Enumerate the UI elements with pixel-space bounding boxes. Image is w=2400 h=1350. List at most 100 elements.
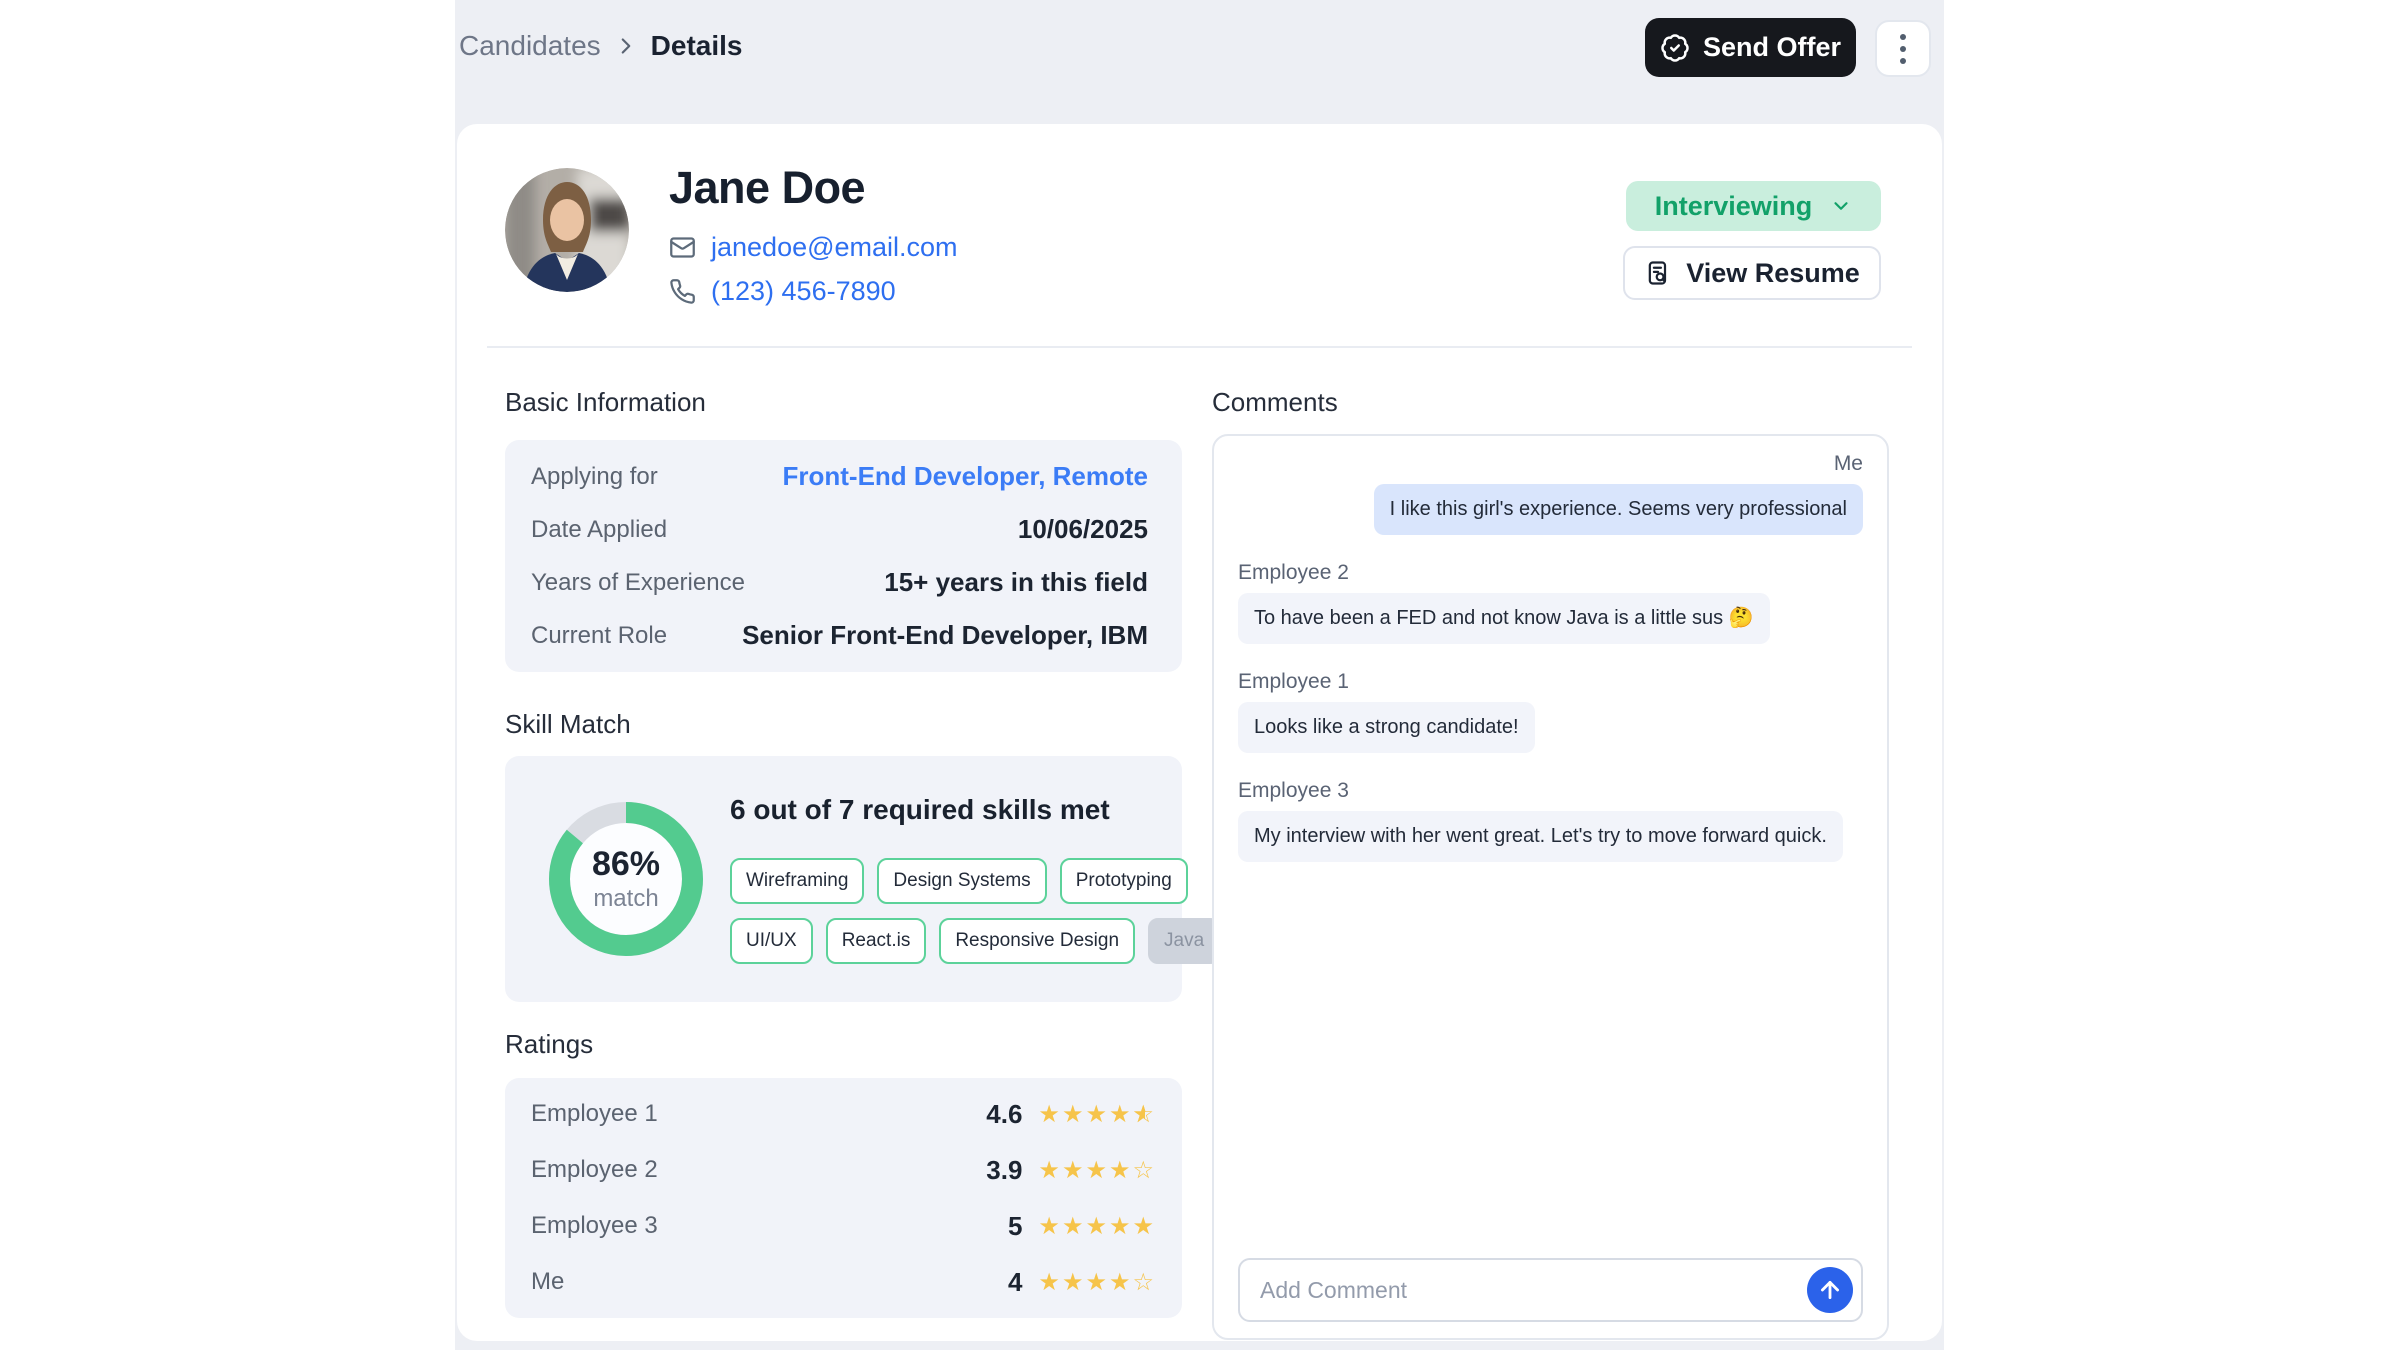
- rating-row: Employee 1 4.6 ★★★★☆ ★: [505, 1099, 1182, 1130]
- star-full-icon: ★: [1061, 1268, 1086, 1296]
- info-value: 10/06/2025: [1017, 514, 1148, 544]
- comment-bubble: To have been a FED and not know Java is …: [1238, 593, 1770, 644]
- rating-label: Employee 2: [531, 1156, 658, 1183]
- info-row: Years of Experience 15+ years in this fie…: [505, 567, 1182, 598]
- basic-info-heading: Basic Information: [505, 387, 706, 417]
- star-half-icon: ☆ ★: [1132, 1100, 1156, 1128]
- star-full-icon: ★: [1085, 1156, 1109, 1184]
- star-rating: ★★★★☆ ★: [1038, 1102, 1156, 1126]
- rating-row: Employee 2 3.9 ★★★★☆: [505, 1155, 1182, 1186]
- status-label: Interviewing: [1654, 190, 1813, 221]
- send-comment-button[interactable]: [1807, 1267, 1853, 1313]
- rating-value: 5: [1007, 1210, 1023, 1241]
- star-rating: ★★★★☆: [1038, 1158, 1156, 1182]
- mail-icon: [669, 234, 696, 261]
- view-resume-label: View Resume: [1686, 257, 1860, 288]
- comment-bubble: I like this girl's experience. Seems ver…: [1373, 484, 1863, 535]
- skill-chip: UI/UX: [730, 918, 813, 964]
- ratings-card: Employee 1 4.6 ★★★★☆ ★ Employee 2 3.9 ★★★★☆ Emp…: [505, 1078, 1182, 1318]
- star-full-icon: ★: [1061, 1212, 1086, 1240]
- comment-message: Employee 2 To have been a FED and not kno…: [1238, 561, 1863, 644]
- skill-match-donut: 86% match: [543, 796, 709, 962]
- rating-row: Me 4 ★★★★☆: [505, 1267, 1182, 1298]
- file-search-icon: [1644, 259, 1672, 287]
- skill-match-card: 86% match 6 out of 7 required skills met…: [505, 756, 1221, 1002]
- rating-label: Me: [531, 1268, 565, 1295]
- skill-chip: Responsive Design: [939, 918, 1136, 964]
- breadcrumb-details: Details: [650, 30, 743, 61]
- comment-bubble: Looks like a strong candidate!: [1238, 702, 1535, 753]
- info-value-link[interactable]: Front-End Developer, Remote: [782, 461, 1149, 491]
- candidate-name: Jane Doe: [669, 162, 866, 213]
- ratings-heading: Ratings: [505, 1029, 594, 1059]
- kebab-menu-icon: [1900, 33, 1906, 64]
- candidate-phone-link[interactable]: (123) 456-7890: [711, 276, 896, 306]
- comments-thread: Me I like this girl's experience. Seems v…: [1238, 452, 1863, 862]
- comments-panel: Me I like this girl's experience. Seems v…: [1212, 434, 1889, 1340]
- comment-author: Employee 3: [1238, 779, 1349, 802]
- info-value: Senior Front-End Developer, IBM: [742, 620, 1148, 650]
- rating-right: 5 ★★★★★: [1008, 1211, 1156, 1242]
- comment-message: Employee 1 Looks like a strong candidate!: [1238, 670, 1863, 753]
- star-full-icon: ★: [1108, 1268, 1133, 1296]
- comment-author: Employee 2: [1238, 561, 1349, 584]
- star-full-icon: ★: [1085, 1100, 1109, 1128]
- basic-info-card: Applying for Front-End Developer, Remote D…: [505, 440, 1182, 672]
- rating-value: 3.9: [986, 1154, 1023, 1185]
- add-comment-input[interactable]: [1240, 1276, 1807, 1304]
- send-offer-button[interactable]: Send Offer: [1645, 18, 1856, 77]
- star-full-icon: ★: [1061, 1100, 1086, 1128]
- skill-chips-row: Wireframing Design Systems Prototyping: [730, 858, 1188, 904]
- star-full-icon: ★: [1085, 1268, 1109, 1296]
- status-dropdown[interactable]: Interviewing: [1626, 181, 1881, 231]
- info-label: Applying for: [531, 462, 658, 490]
- star-full-icon: ★: [1038, 1156, 1062, 1184]
- rating-label: Employee 3: [531, 1212, 658, 1239]
- rating-right: 4.6 ★★★★☆ ★: [986, 1099, 1156, 1130]
- skill-chip: Prototyping: [1059, 858, 1188, 904]
- star-rating: ★★★★☆: [1038, 1270, 1156, 1294]
- star-full-icon: ★: [1038, 1268, 1062, 1296]
- more-options-button[interactable]: [1875, 20, 1931, 77]
- rating-label: Employee 1: [531, 1100, 658, 1127]
- match-percent: 86%: [591, 845, 661, 883]
- rating-row: Employee 3 5 ★★★★★: [505, 1211, 1182, 1242]
- rating-right: 4 ★★★★☆: [1008, 1267, 1156, 1298]
- add-comment-field: [1238, 1258, 1863, 1322]
- skill-chip: Java: [1148, 918, 1221, 964]
- info-label: Current Role: [531, 621, 668, 649]
- breadcrumb: Candidates Details: [459, 30, 742, 62]
- send-offer-label: Send Offer: [1702, 32, 1842, 62]
- comment-author: Employee 1: [1238, 670, 1349, 693]
- candidate-email-link[interactable]: janedoe@email.com: [711, 232, 958, 262]
- star-full-icon: ★: [1061, 1156, 1086, 1184]
- star-full-icon: ★: [1108, 1100, 1133, 1128]
- star-full-icon: ★: [1038, 1212, 1062, 1240]
- star-rating: ★★★★★: [1038, 1214, 1156, 1238]
- star-full-icon: ★: [1132, 1212, 1156, 1240]
- rating-value: 4: [1007, 1266, 1023, 1297]
- view-resume-button[interactable]: View Resume: [1623, 246, 1881, 300]
- skill-match-heading: Skill Match: [505, 709, 631, 739]
- badge-check-icon: [1660, 33, 1690, 63]
- info-value: 15+ years in this field: [884, 567, 1148, 597]
- chevron-down-icon: [1830, 195, 1852, 217]
- avatar: [505, 168, 629, 292]
- content-column: Candidates Details Send Offer: [455, 0, 1944, 1350]
- star-full-icon: ★: [1038, 1100, 1062, 1128]
- star-empty-icon: ☆: [1132, 1268, 1156, 1296]
- info-label: Years of Experience: [531, 568, 745, 596]
- skill-chip: Wireframing: [730, 858, 865, 904]
- phone-icon: [669, 278, 696, 305]
- skills-met-summary: 6 out of 7 required skills met: [730, 794, 1110, 825]
- skill-chip: Design Systems: [877, 858, 1047, 904]
- info-row: Applying for Front-End Developer, Remote: [505, 461, 1182, 492]
- divider: [487, 346, 1912, 348]
- arrow-up-icon: [1817, 1277, 1843, 1303]
- breadcrumb-candidates[interactable]: Candidates: [459, 30, 601, 61]
- chevron-right-icon: [613, 33, 639, 59]
- comment-bubble: My interview with her went great. Let's …: [1238, 811, 1843, 862]
- comments-heading: Comments: [1212, 387, 1338, 417]
- candidate-card: Jane Doe janedoe@email.com (123) 456-789…: [457, 124, 1942, 1341]
